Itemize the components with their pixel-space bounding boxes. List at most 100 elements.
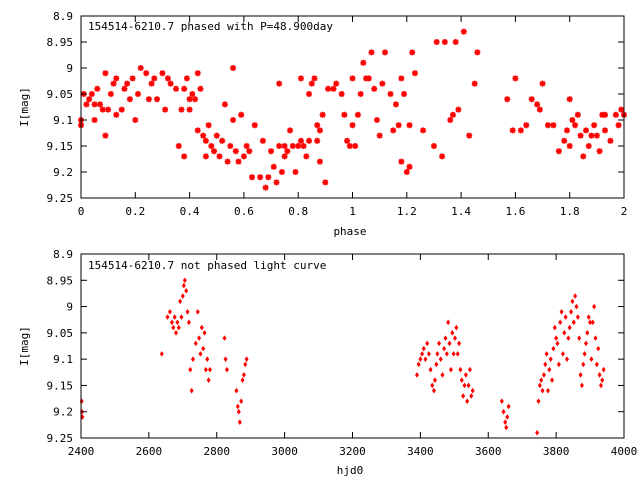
data-point: [189, 387, 194, 394]
data-point: [559, 309, 564, 315]
data-point: [216, 153, 223, 160]
data-point: [319, 111, 326, 118]
data-point: [281, 153, 288, 160]
data-point: [575, 314, 580, 320]
unphased-plot-frame: [80, 253, 625, 439]
data-point: [601, 366, 606, 373]
y-tick-label: 9.05: [47, 327, 74, 340]
data-point: [132, 117, 139, 123]
data-point: [244, 356, 249, 362]
data-point: [443, 335, 448, 341]
data-point: [207, 366, 212, 373]
data-point: [165, 314, 170, 320]
data-point: [297, 75, 304, 82]
data-point: [189, 91, 196, 97]
data-point: [505, 414, 510, 420]
data-point: [265, 174, 272, 181]
data-point: [137, 65, 144, 71]
phased-panel: 0 0.2 0.4 0.6 0.8 1 1.2 1.4 1.6 1.8 2 8.9 8.95 9 9.05 9…: [18, 10, 627, 238]
phased-axis-ticks: 0 0.2 0.4 0.6 0.8 1 1.2 1.4 1.6 1.8 2 8.9 8.95 9 9.05 9…: [47, 10, 628, 218]
data-point: [440, 372, 445, 378]
x-tick-label: 2600: [136, 445, 163, 458]
data-point: [346, 143, 353, 149]
data-point: [202, 153, 209, 160]
data-point: [501, 408, 506, 415]
data-point: [544, 351, 549, 357]
data-point: [539, 377, 544, 383]
data-point: [178, 298, 183, 305]
data-point: [224, 158, 231, 165]
data-point: [379, 80, 386, 87]
data-point: [420, 351, 425, 357]
data-point: [143, 70, 150, 77]
data-point: [292, 169, 299, 175]
data-point: [232, 148, 239, 155]
data-point: [433, 39, 440, 45]
data-point: [105, 106, 112, 113]
data-point: [550, 377, 555, 383]
data-point: [459, 377, 464, 383]
data-point: [316, 158, 323, 165]
y-tick-label: 8.9: [53, 248, 73, 261]
data-point: [563, 127, 570, 134]
data-point: [431, 387, 436, 394]
data-point: [354, 111, 361, 118]
y-tick-label: 9.05: [47, 88, 74, 101]
data-point: [178, 106, 185, 113]
data-point: [504, 96, 511, 103]
data-point: [175, 319, 180, 326]
data-point: [237, 419, 242, 426]
data-point: [368, 49, 375, 56]
data-point: [330, 85, 337, 92]
data-point: [91, 117, 98, 123]
data-point: [395, 122, 402, 129]
data-point: [188, 366, 193, 373]
data-point: [442, 345, 447, 352]
data-point: [618, 106, 625, 113]
data-point: [578, 372, 583, 378]
data-point: [438, 356, 443, 362]
data-point: [534, 101, 541, 108]
x-tick-label: 3600: [475, 445, 502, 458]
data-point: [308, 80, 315, 87]
data-point: [411, 70, 418, 77]
data-point: [300, 143, 307, 149]
data-point: [596, 345, 601, 352]
data-point: [588, 132, 595, 139]
x-tick-label: 0.2: [125, 205, 145, 218]
data-point: [243, 361, 248, 368]
data-point: [251, 122, 258, 129]
data-point: [338, 91, 345, 97]
data-point: [441, 39, 448, 45]
x-tick-label: 4000: [611, 445, 638, 458]
y-tick-label: 9: [66, 62, 73, 75]
data-point: [240, 153, 247, 160]
data-point: [570, 298, 575, 305]
data-point: [503, 419, 508, 426]
data-point: [186, 96, 193, 103]
y-tick-label: 9.25: [47, 432, 74, 445]
unphased-axis-ticks: 2400 2600 2800 3000 3200 3400 3600 3800 4000 8.9 8…: [47, 248, 638, 458]
data-point: [297, 137, 304, 144]
data-point: [566, 335, 571, 341]
data-point: [164, 75, 171, 82]
x-tick-label: 1.4: [451, 205, 471, 218]
data-point: [432, 377, 437, 383]
data-point: [202, 330, 207, 336]
data-point: [571, 319, 576, 326]
data-point: [99, 106, 106, 113]
data-point: [406, 163, 413, 170]
data-point: [357, 91, 364, 97]
data-point: [208, 143, 215, 149]
data-point: [259, 137, 266, 144]
data-point: [598, 382, 603, 389]
x-tick-label: 0.6: [234, 205, 254, 218]
x-tick-label: 1.6: [505, 205, 525, 218]
data-point: [460, 28, 467, 35]
data-point: [195, 309, 200, 315]
data-point: [499, 398, 504, 404]
data-point: [169, 319, 174, 326]
data-point: [223, 356, 228, 362]
data-point: [186, 319, 191, 326]
